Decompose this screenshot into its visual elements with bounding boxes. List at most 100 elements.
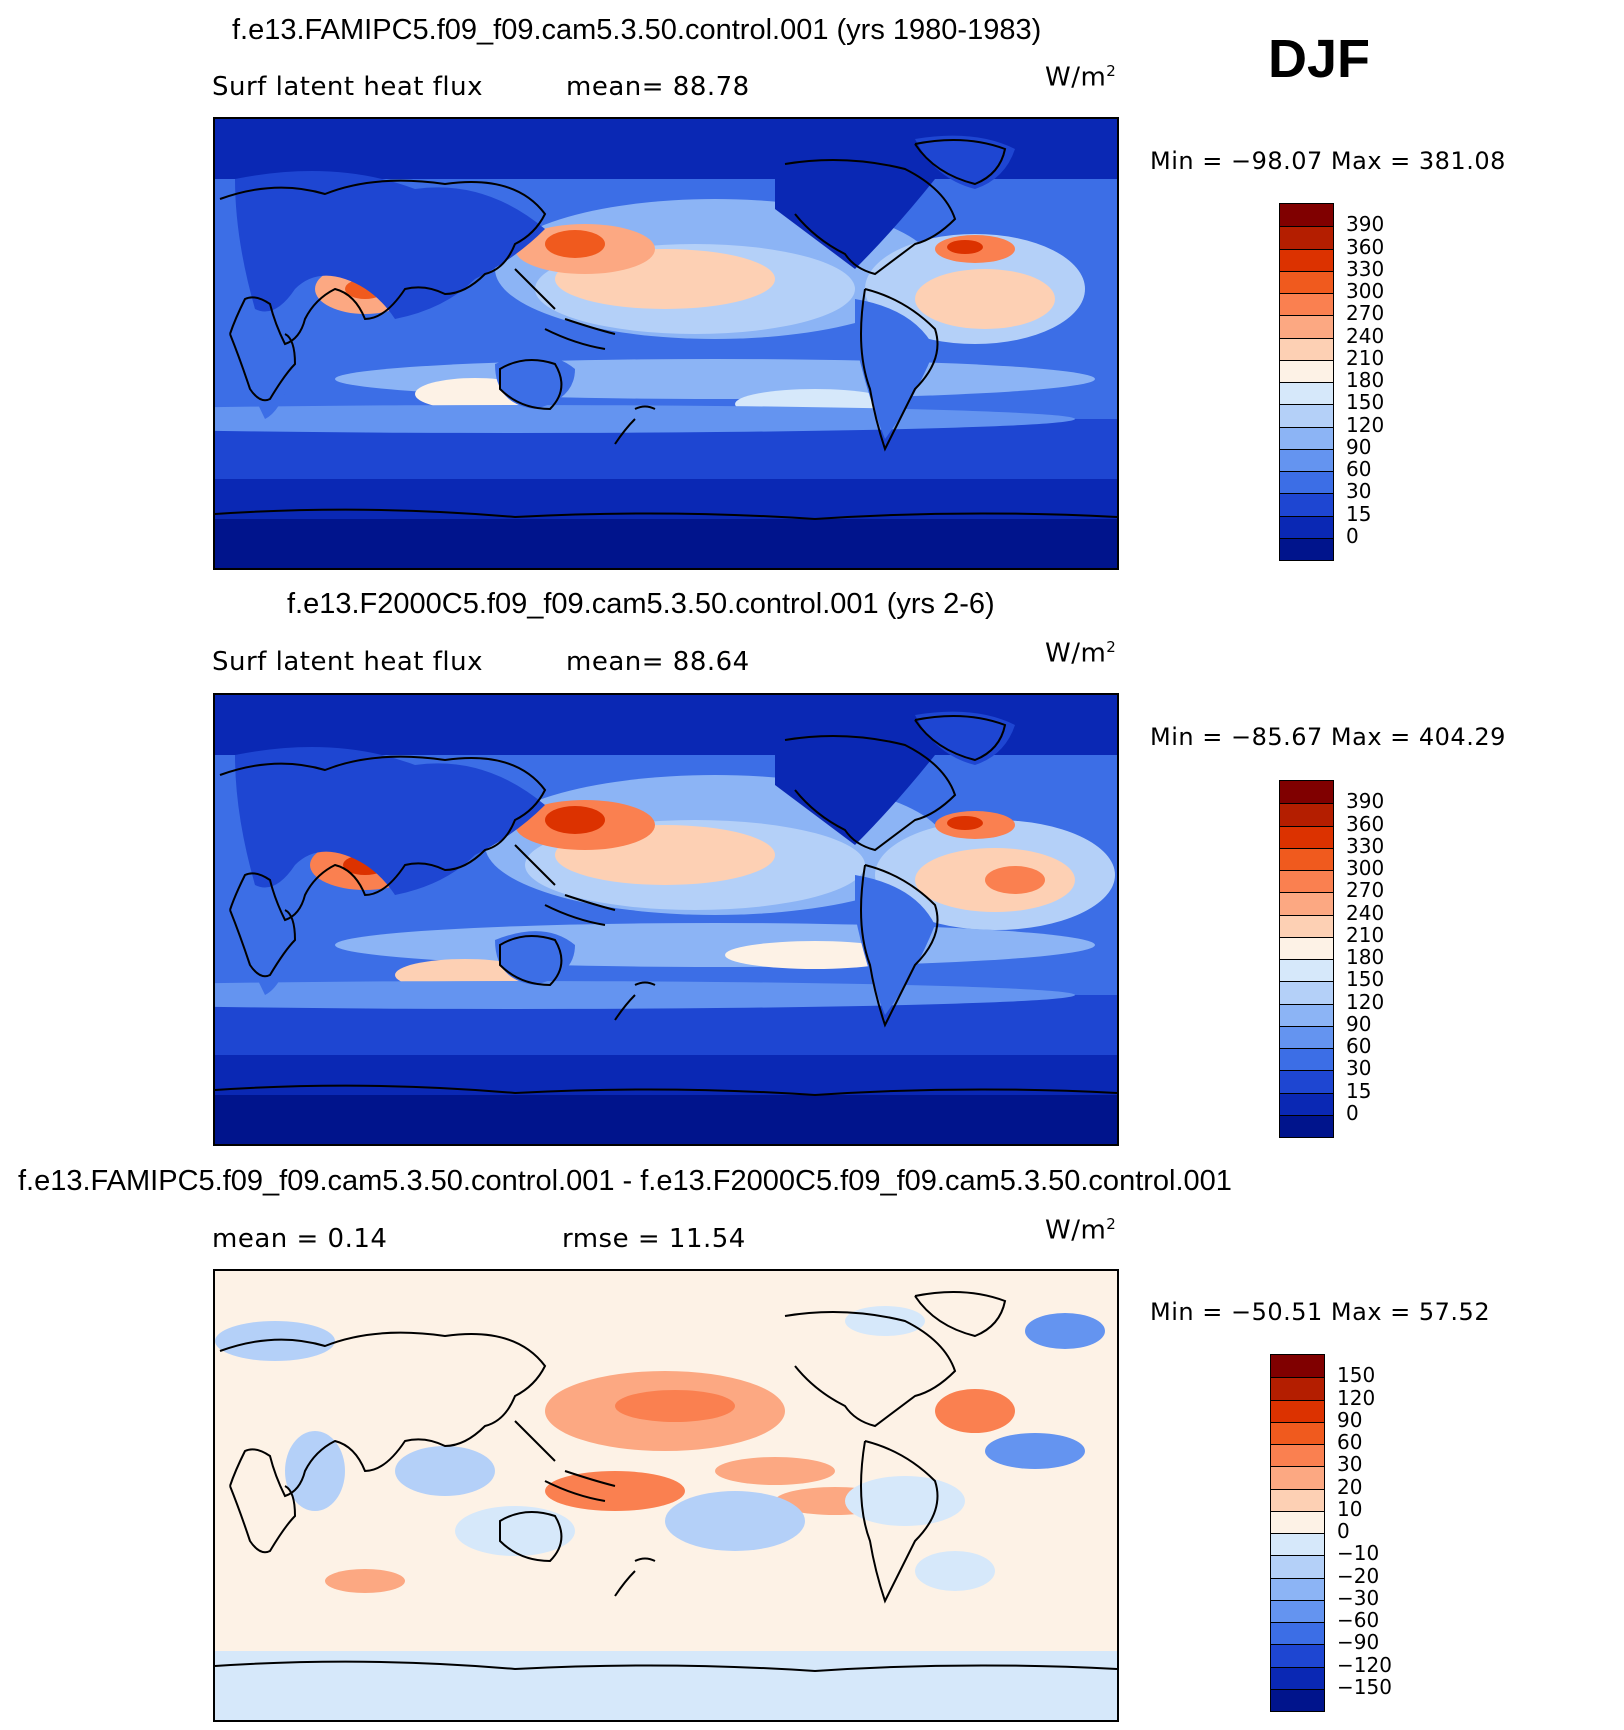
panel-2-map	[213, 693, 1119, 1146]
colorbar-segment	[1271, 1488, 1324, 1511]
panel-1-mean-label: mean= 88.78	[566, 72, 750, 102]
colorbar-tick-label: 150	[1346, 390, 1385, 415]
panel-3-map	[213, 1269, 1119, 1722]
colorbar-segment	[1280, 359, 1333, 382]
colorbar-tick-label: 210	[1346, 922, 1385, 947]
panel-1-map	[213, 117, 1119, 570]
panel-1-minmax: Min = −98.07 Max = 381.08	[1150, 147, 1506, 175]
colorbar-segment	[1280, 870, 1333, 893]
colorbar-segment	[1280, 426, 1333, 449]
colorbar-segment	[1271, 1466, 1324, 1489]
colorbar-segment	[1280, 493, 1333, 516]
colorbar-segment	[1271, 1599, 1324, 1622]
colorbar-tick-label: 90	[1337, 1407, 1363, 1432]
colorbar-tick-label: 90	[1346, 1011, 1372, 1036]
colorbar-segment	[1280, 537, 1333, 560]
colorbar-tick-label: 270	[1346, 878, 1385, 903]
colorbar-tick-label: 240	[1346, 900, 1385, 925]
colorbar-tick-label: 30	[1346, 479, 1372, 504]
panel-3-minmax: Min = −50.51 Max = 57.52	[1150, 1298, 1491, 1326]
colorbar-segment	[1280, 781, 1333, 804]
colorbar-segment	[1280, 315, 1333, 338]
panel-1-title: f.e13.FAMIPC5.f09_f09.cam5.3.50.control.…	[232, 14, 1042, 46]
colorbar-tick-label: 270	[1346, 301, 1385, 326]
colorbar-segment	[1280, 226, 1333, 249]
colorbar-segment	[1280, 825, 1333, 848]
panel-3-mean-label: mean = 0.14	[212, 1224, 388, 1254]
panel-3-colorbar	[1270, 1354, 1325, 1712]
panel-3-rmse-label: rmse = 11.54	[562, 1224, 746, 1254]
colorbar-tick-label: 150	[1346, 967, 1385, 992]
colorbar-segment	[1280, 448, 1333, 471]
colorbar-tick-label: 210	[1346, 345, 1385, 370]
colorbar-segment	[1280, 515, 1333, 538]
colorbar-tick-label: 90	[1346, 434, 1372, 459]
panel-1-units: W/m2	[1045, 62, 1116, 93]
panel-2-title: f.e13.F2000C5.f09_f09.cam5.3.50.control.…	[287, 588, 995, 620]
colorbar-segment	[1280, 892, 1333, 915]
colorbar-tick-label: 0	[1346, 1100, 1359, 1125]
colorbar-segment	[1280, 471, 1333, 494]
colorbar-segment	[1280, 981, 1333, 1004]
colorbar-segment	[1280, 404, 1333, 427]
colorbar-tick-label: 300	[1346, 279, 1385, 303]
colorbar-tick-label: −150	[1337, 1674, 1392, 1699]
colorbar-tick-label: 390	[1346, 212, 1385, 237]
panel-3-units: W/m2	[1045, 1215, 1116, 1246]
colorbar-tick-label: 360	[1346, 234, 1385, 259]
panel-1-units-text: W/m	[1045, 62, 1107, 93]
colorbar-segment	[1280, 959, 1333, 982]
colorbar-tick-label: 120	[1346, 412, 1385, 437]
colorbar-segment	[1280, 1070, 1333, 1093]
colorbar-segment	[1280, 1003, 1333, 1026]
colorbar-segment	[1271, 1577, 1324, 1600]
colorbar-segment	[1280, 293, 1333, 316]
panel-2-units-text: W/m	[1045, 638, 1107, 669]
colorbar-segment	[1280, 204, 1333, 227]
colorbar-segment	[1280, 248, 1333, 271]
colorbar-tick-label: 30	[1337, 1452, 1363, 1477]
colorbar-tick-label: 240	[1346, 323, 1385, 348]
colorbar-tick-label: 0	[1337, 1519, 1350, 1543]
colorbar-tick-label: −20	[1337, 1563, 1380, 1588]
panel-3-title: f.e13.FAMIPC5.f09_f09.cam5.3.50.control.…	[18, 1165, 1232, 1197]
colorbar-tick-label: 180	[1346, 945, 1385, 969]
colorbar-segment	[1280, 847, 1333, 870]
colorbar-segment	[1271, 1555, 1324, 1578]
colorbar-tick-label: −30	[1337, 1585, 1380, 1610]
colorbar-tick-label: 150	[1337, 1363, 1376, 1388]
colorbar-segment	[1271, 1510, 1324, 1533]
panel-1-map-svg	[215, 119, 1117, 568]
colorbar-tick-label: 60	[1337, 1430, 1363, 1454]
colorbar-tick-label: 330	[1346, 256, 1385, 281]
colorbar-segment	[1271, 1421, 1324, 1444]
colorbar-segment	[1271, 1644, 1324, 1667]
colorbar-segment	[1271, 1666, 1324, 1689]
panel-1-colorbar	[1279, 203, 1334, 561]
colorbar-segment	[1280, 936, 1333, 959]
colorbar-tick-label: 390	[1346, 789, 1385, 814]
colorbar-segment	[1280, 270, 1333, 293]
colorbar-tick-label: 0	[1346, 523, 1359, 548]
colorbar-segment	[1280, 1114, 1333, 1137]
colorbar-tick-label: 300	[1346, 856, 1385, 880]
colorbar-segment	[1271, 1688, 1324, 1711]
colorbar-tick-label: 30	[1346, 1056, 1372, 1081]
panel-1-units-sup: 2	[1106, 62, 1117, 80]
colorbar-tick-label: 120	[1346, 989, 1385, 1014]
panel-3-units-sup: 2	[1106, 1215, 1117, 1233]
colorbar-tick-label: −90	[1337, 1630, 1380, 1655]
colorbar-tick-label: 120	[1337, 1385, 1376, 1410]
panel-2-units-sup: 2	[1106, 638, 1117, 656]
colorbar-segment	[1271, 1444, 1324, 1467]
colorbar-tick-label: 15	[1346, 1078, 1372, 1103]
panel-3-map-svg	[215, 1271, 1117, 1720]
colorbar-tick-label: −10	[1337, 1541, 1380, 1566]
colorbar-tick-label: −60	[1337, 1608, 1380, 1632]
colorbar-segment	[1280, 382, 1333, 405]
colorbar-tick-label: 360	[1346, 811, 1385, 836]
panel-2-minmax: Min = −85.67 Max = 404.29	[1150, 723, 1506, 751]
colorbar-segment	[1271, 1533, 1324, 1556]
colorbar-tick-label: 60	[1346, 457, 1372, 481]
colorbar-segment	[1280, 337, 1333, 360]
